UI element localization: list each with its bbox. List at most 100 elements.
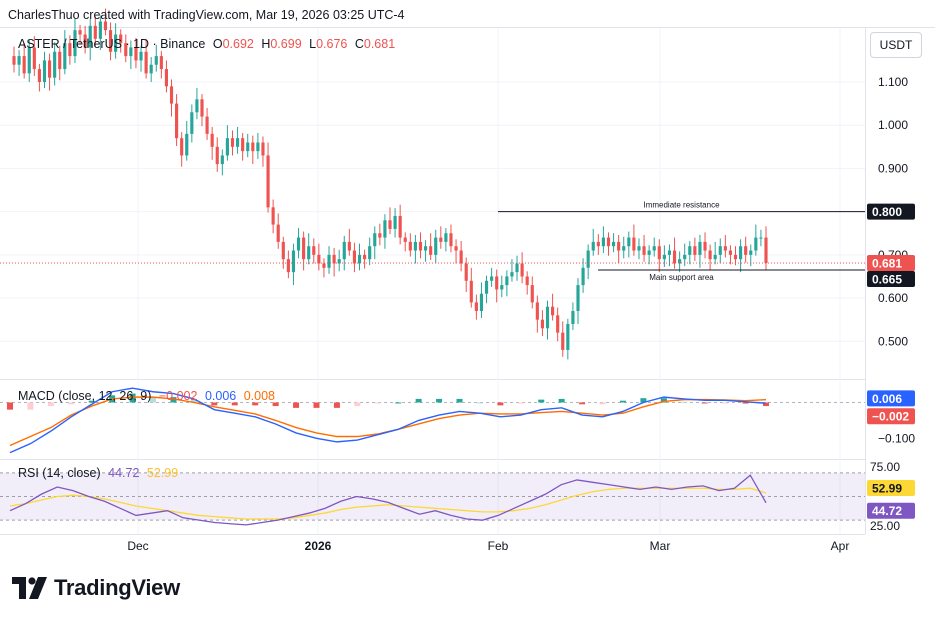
candle-body bbox=[418, 241, 423, 251]
candle-body bbox=[398, 215, 402, 238]
candle-body bbox=[678, 259, 682, 264]
candle-body bbox=[556, 315, 560, 333]
macd-histogram-bar bbox=[354, 402, 361, 407]
candle-body bbox=[108, 30, 113, 52]
candle-body bbox=[114, 34, 118, 52]
macd-legend-label[interactable]: MACD (close, 12, 26, 9) bbox=[18, 389, 152, 403]
candle-body bbox=[439, 237, 443, 242]
candle-body bbox=[642, 246, 646, 255]
candle-body bbox=[37, 69, 41, 83]
macd-histogram-bar bbox=[660, 398, 667, 403]
price-badge-label: 52.99 bbox=[872, 481, 902, 495]
candle-body bbox=[144, 51, 148, 74]
rsi-legend-label[interactable]: RSI (14, close) bbox=[18, 466, 101, 480]
rsi-ma-line bbox=[9, 487, 767, 520]
candle-body bbox=[246, 142, 250, 152]
candle-body bbox=[632, 237, 636, 251]
candle-body bbox=[429, 246, 433, 255]
candle-body bbox=[53, 51, 57, 78]
price-badge bbox=[867, 255, 915, 272]
candle-body bbox=[510, 272, 514, 277]
high-value: H0.699 bbox=[261, 37, 302, 51]
time-tick-label: Mar bbox=[650, 539, 671, 553]
macd-histogram-bar bbox=[68, 402, 75, 405]
candle-body bbox=[83, 34, 87, 48]
candle-body bbox=[124, 43, 128, 57]
candle-body bbox=[754, 237, 758, 251]
candle-body bbox=[342, 241, 346, 260]
macd-histogram-bar bbox=[211, 402, 218, 406]
macd-histogram-bar bbox=[252, 402, 259, 406]
candle-body bbox=[708, 250, 712, 260]
macd-histogram-bar bbox=[415, 398, 422, 403]
macd-histogram-bar bbox=[47, 402, 54, 407]
candle-body bbox=[545, 306, 550, 329]
candle-body bbox=[672, 250, 677, 264]
candle-body bbox=[571, 311, 575, 324]
price-badge-label: 44.72 bbox=[872, 504, 902, 518]
rsi-line bbox=[9, 474, 767, 526]
macd-histogram-bar bbox=[722, 402, 729, 404]
macd-histogram-bar bbox=[436, 398, 443, 403]
price-badge bbox=[867, 479, 915, 496]
candle-body bbox=[520, 263, 524, 277]
candle-body bbox=[291, 250, 296, 273]
tradingview-logo[interactable]: TradingView bbox=[12, 575, 180, 601]
price-badge bbox=[867, 408, 915, 425]
candle-body bbox=[764, 237, 768, 264]
rsi-ma-value: 52.99 bbox=[146, 466, 179, 480]
candle-body bbox=[373, 233, 377, 247]
candle-body bbox=[566, 323, 570, 350]
macd-histogram-bar bbox=[333, 402, 340, 408]
candle-body bbox=[119, 34, 123, 44]
candle-body bbox=[434, 237, 438, 255]
time-tick-label: Apr bbox=[831, 539, 850, 553]
macd-histogram-bar bbox=[231, 402, 238, 406]
candle-body bbox=[17, 56, 21, 65]
candle-body bbox=[200, 99, 204, 117]
candle-body bbox=[479, 293, 484, 312]
candle-body bbox=[103, 21, 108, 31]
candle-body bbox=[286, 259, 290, 273]
candle-body bbox=[195, 99, 199, 113]
candle-body bbox=[459, 250, 463, 264]
candle-body bbox=[256, 142, 260, 152]
candle-body bbox=[617, 241, 621, 251]
price-tick-label: 0.500 bbox=[878, 334, 908, 348]
macd-histogram-bar bbox=[27, 402, 34, 410]
chart-credit: CharlesThuo created with TradingView.com… bbox=[8, 8, 405, 22]
price-tick-label: 0.900 bbox=[878, 161, 908, 175]
low-value: L0.676 bbox=[309, 37, 348, 51]
price-badge-label: 0.800 bbox=[872, 205, 902, 219]
candle-body bbox=[637, 246, 641, 251]
macd-pane bbox=[0, 387, 865, 454]
candle-body bbox=[220, 155, 224, 165]
candle-body bbox=[495, 276, 499, 290]
macd-histogram-bar bbox=[272, 402, 279, 407]
candle-body bbox=[42, 60, 47, 83]
macd-histogram-bar bbox=[129, 393, 136, 403]
candle-body bbox=[627, 237, 631, 247]
macd-histogram-bar bbox=[313, 402, 320, 408]
candle-body bbox=[180, 138, 184, 156]
candle-body bbox=[601, 237, 605, 247]
candle-body bbox=[63, 43, 67, 70]
candle-body bbox=[175, 103, 179, 139]
macd-histogram-bar bbox=[293, 402, 300, 408]
macd-signal-line bbox=[9, 396, 767, 447]
candle-body bbox=[190, 112, 194, 134]
candle-body bbox=[454, 246, 458, 251]
candle-body bbox=[596, 241, 600, 247]
candle-body bbox=[383, 220, 387, 238]
candle-body bbox=[576, 285, 580, 312]
candle-body bbox=[464, 263, 468, 281]
currency-button[interactable]: USDT bbox=[870, 32, 922, 58]
candle-body bbox=[728, 250, 733, 255]
candle-body bbox=[47, 60, 52, 78]
candle-body bbox=[230, 138, 235, 147]
candle-body bbox=[169, 86, 174, 104]
symbol-label[interactable]: ASTER / TetherUS · 1D · Binance bbox=[18, 37, 206, 51]
macd-tick-label: −0.100 bbox=[878, 431, 915, 445]
candle-body bbox=[302, 237, 306, 260]
